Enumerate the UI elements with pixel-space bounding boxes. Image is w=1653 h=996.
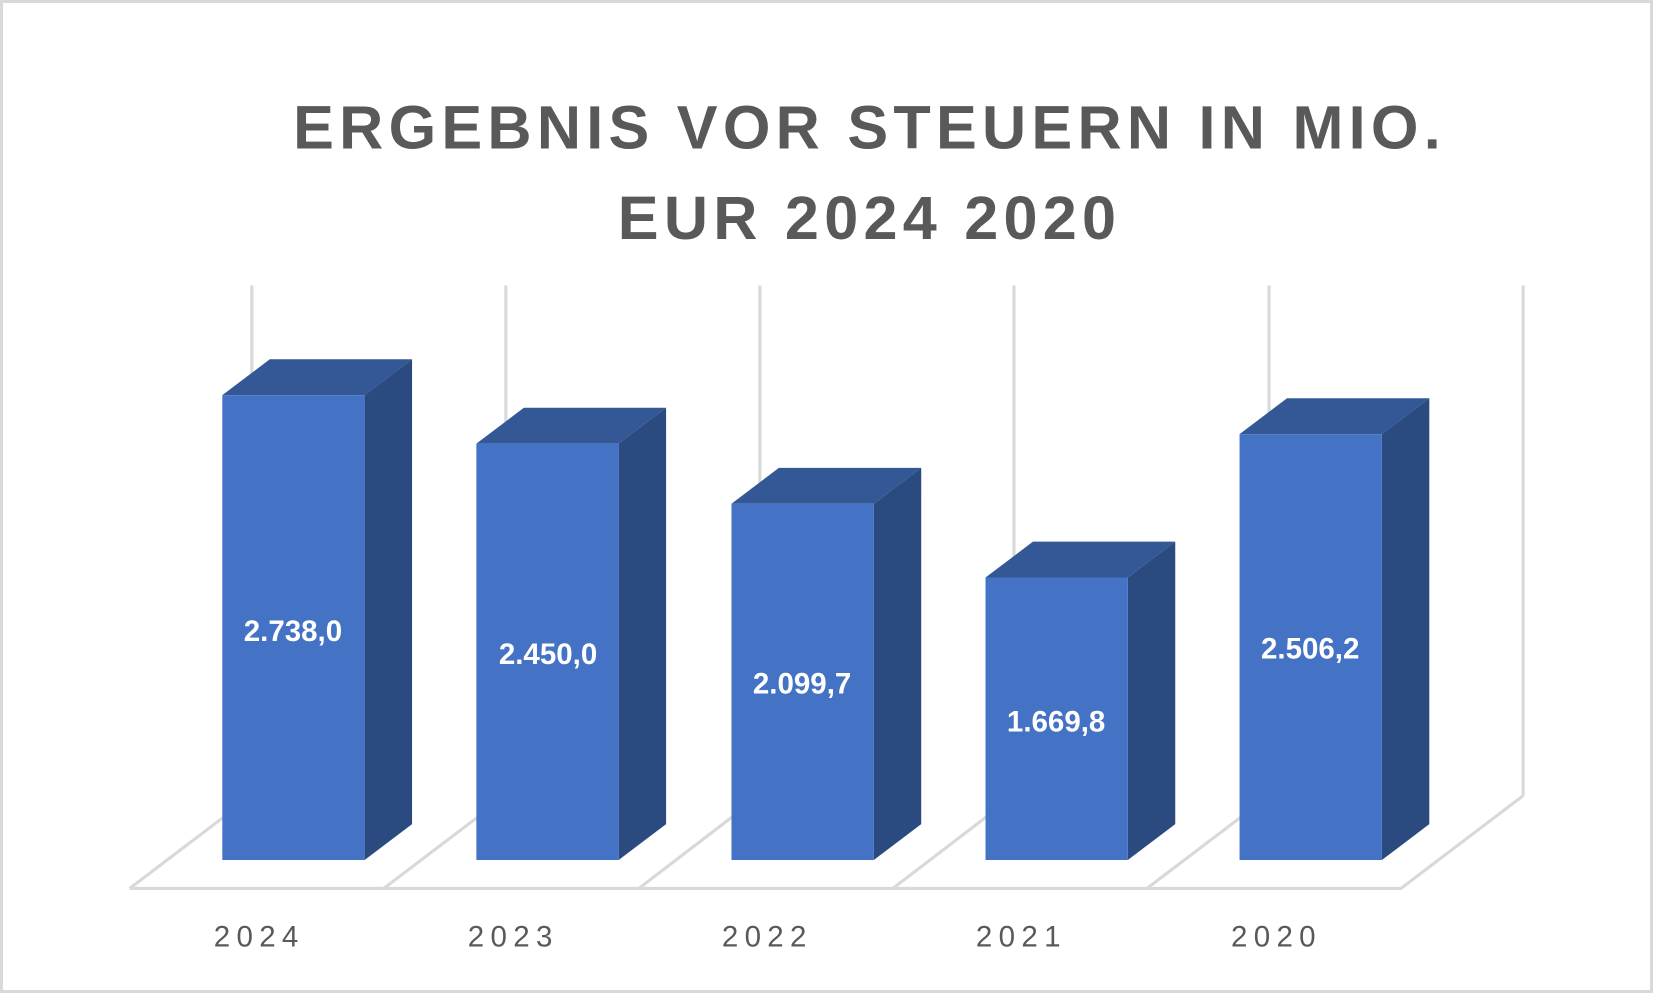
- category-label-2020: 2020: [1231, 920, 1322, 953]
- category-axis: 2024 2023 2022 2021 2020: [214, 920, 1322, 953]
- category-label-2024: 2024: [214, 920, 305, 953]
- bar-value-label: 2.450,0: [499, 638, 597, 671]
- category-label-2023: 2023: [468, 920, 559, 953]
- chart-title-line-1: ERGEBNIS VOR STEUERN IN MIO.: [293, 93, 1446, 161]
- back-wall-gridlines: [250, 285, 1525, 796]
- bar-value-label: 2.506,2: [1261, 633, 1359, 666]
- bar-value-label: 2.099,7: [753, 667, 851, 700]
- category-label-2022: 2022: [722, 920, 813, 953]
- category-label-2021: 2021: [976, 920, 1067, 953]
- chart-svg: ERGEBNIS VOR STEUERN IN MIO. EUR 2024 20…: [128, 93, 1525, 953]
- bar-2023[interactable]: 2.450,0: [476, 407, 667, 861]
- bar-2020[interactable]: 2.506,2: [1239, 398, 1430, 861]
- chart-title-line-2: EUR 2024 2020: [618, 184, 1122, 252]
- bar-value-label: 2.738,0: [244, 615, 342, 648]
- bar-2022[interactable]: 2.099,7: [731, 467, 922, 861]
- bar-value-label: 1.669,8: [1007, 705, 1105, 738]
- bar-2021[interactable]: 1.669,8: [985, 541, 1176, 861]
- bar-2024[interactable]: 2.738,0: [222, 359, 413, 861]
